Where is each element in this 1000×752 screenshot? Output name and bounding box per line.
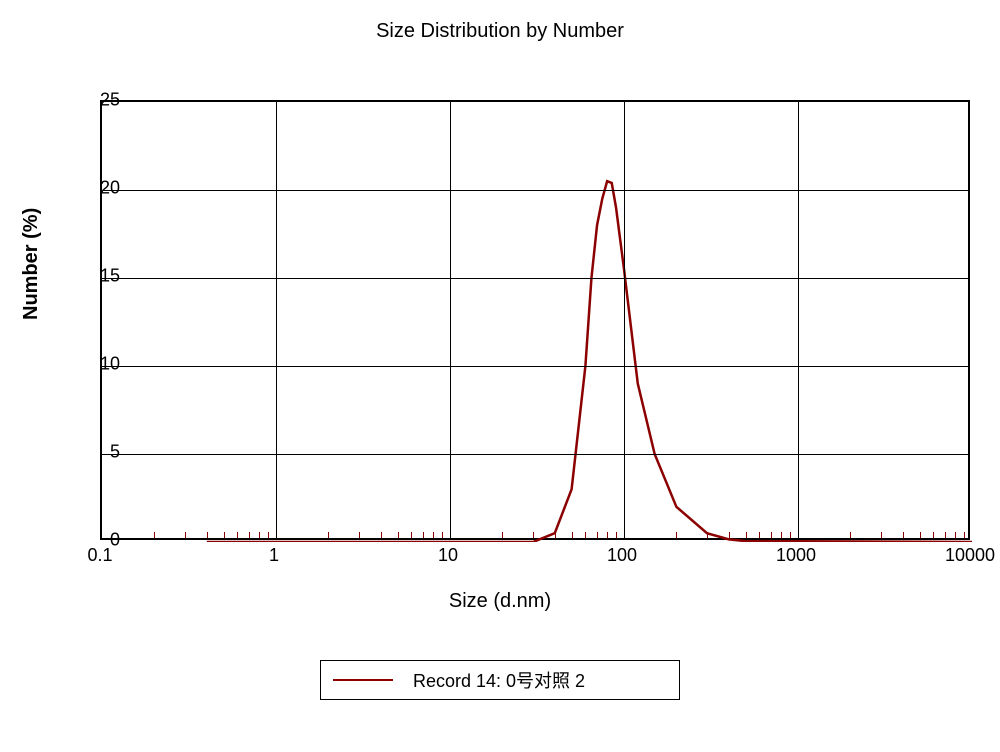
x-minor-tick — [903, 532, 904, 538]
x-minor-tick — [771, 532, 772, 538]
grid-line-v — [624, 102, 625, 538]
x-tick-label: 100 — [607, 545, 637, 566]
x-minor-tick — [411, 532, 412, 538]
x-minor-tick — [359, 532, 360, 538]
legend-label: Record 14: 0号对照 2 — [413, 667, 585, 693]
x-minor-tick — [398, 532, 399, 538]
x-minor-tick — [555, 532, 556, 538]
x-minor-tick — [268, 532, 269, 538]
x-minor-tick — [249, 532, 250, 538]
x-minor-tick — [729, 532, 730, 538]
x-minor-tick — [423, 532, 424, 538]
x-minor-tick — [597, 532, 598, 538]
x-minor-tick — [154, 532, 155, 538]
x-minor-tick — [237, 532, 238, 538]
data-curve — [102, 102, 972, 542]
x-minor-tick — [746, 532, 747, 538]
x-minor-tick — [945, 532, 946, 538]
x-minor-tick — [607, 532, 608, 538]
x-minor-tick — [328, 532, 329, 538]
x-minor-tick — [933, 532, 934, 538]
chart-container: Size Distribution by Number Number (%) S… — [0, 0, 1000, 752]
x-minor-tick — [207, 532, 208, 538]
x-minor-tick — [502, 532, 503, 538]
grid-line-h — [102, 366, 968, 367]
x-minor-tick — [259, 532, 260, 538]
grid-line-h — [102, 278, 968, 279]
x-tick-label: 10000 — [945, 545, 995, 566]
x-tick-label: 1 — [269, 545, 279, 566]
x-minor-tick — [850, 532, 851, 538]
y-tick-label: 10 — [80, 354, 120, 375]
x-minor-tick — [790, 532, 791, 538]
x-minor-tick — [533, 532, 534, 538]
x-minor-tick — [781, 532, 782, 538]
x-tick-label: 10 — [438, 545, 458, 566]
x-minor-tick — [433, 532, 434, 538]
grid-line-h — [102, 190, 968, 191]
legend: Record 14: 0号对照 2 — [320, 660, 680, 700]
grid-line-v — [450, 102, 451, 538]
x-tick-label: 1000 — [776, 545, 816, 566]
x-minor-tick — [442, 532, 443, 538]
x-minor-tick — [881, 532, 882, 538]
legend-swatch — [333, 679, 393, 681]
x-minor-tick — [759, 532, 760, 538]
x-minor-tick — [955, 532, 956, 538]
x-minor-tick — [964, 532, 965, 538]
x-minor-tick — [920, 532, 921, 538]
y-tick-label: 5 — [80, 442, 120, 463]
grid-line-v — [798, 102, 799, 538]
y-tick-label: 25 — [80, 90, 120, 111]
x-minor-tick — [572, 532, 573, 538]
x-minor-tick — [585, 532, 586, 538]
plot-area — [100, 100, 970, 540]
x-minor-tick — [224, 532, 225, 538]
x-minor-tick — [381, 532, 382, 538]
y-axis-label: Number (%) — [20, 208, 43, 320]
y-tick-label: 15 — [80, 266, 120, 287]
x-minor-tick — [707, 532, 708, 538]
x-tick-label: 0.1 — [87, 545, 112, 566]
x-minor-tick — [616, 532, 617, 538]
plot-frame — [100, 100, 970, 540]
grid-line-v — [276, 102, 277, 538]
x-minor-tick — [676, 532, 677, 538]
x-minor-tick — [185, 532, 186, 538]
x-axis-label: Size (d.nm) — [0, 590, 1000, 613]
chart-title: Size Distribution by Number — [0, 20, 1000, 43]
y-tick-label: 20 — [80, 178, 120, 199]
grid-line-h — [102, 454, 968, 455]
